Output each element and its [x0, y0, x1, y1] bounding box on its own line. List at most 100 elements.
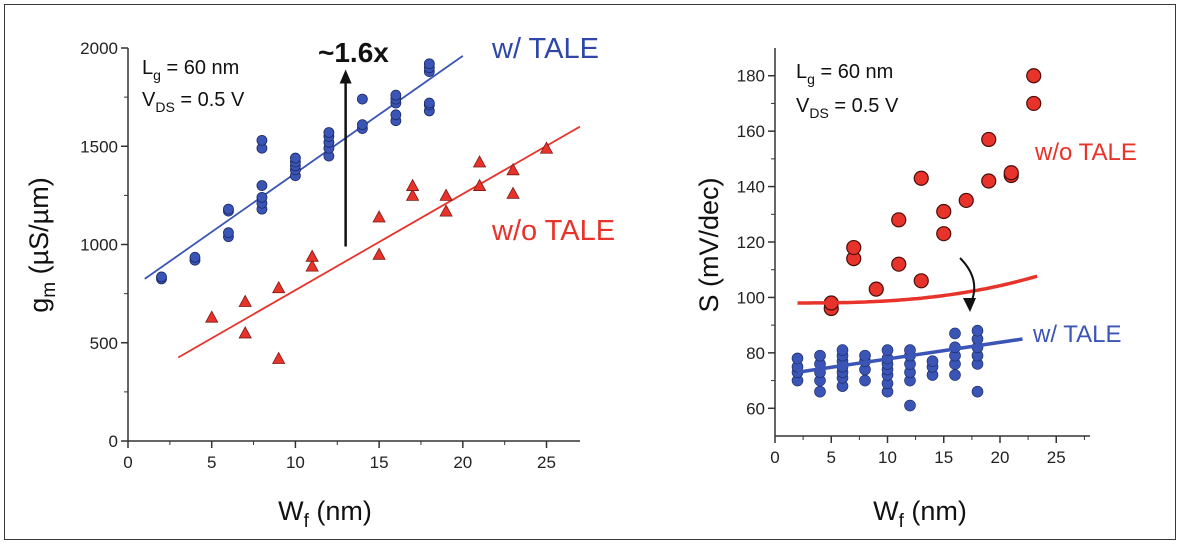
left-y-tick-label: 1000 — [80, 236, 118, 255]
left-point-wo-tale — [305, 259, 319, 272]
left-x-tick-label: 5 — [207, 453, 216, 472]
left-axes: 0 5 10 15 20 25 0 500 1000 1500 2000 — [80, 39, 580, 472]
right-point-wo-tale — [936, 226, 952, 242]
right-legend-w-tale: w/ TALE — [1032, 321, 1121, 348]
right-x-tick-label: 20 — [991, 448, 1010, 467]
improvement-label: ~1.6x — [318, 37, 389, 68]
right-point-wo-tale — [868, 281, 884, 297]
left-y-tick-label: 1500 — [80, 137, 118, 156]
left-point-w-tale — [390, 89, 402, 101]
right-axes: 0 5 10 15 20 25 60 80 100 120 140 160 180 — [737, 48, 1090, 467]
left-point-w-tale — [223, 227, 234, 239]
right-point-w-tale — [971, 385, 984, 398]
left-fit-line-w-tale — [144, 55, 464, 280]
left-point-w-tale — [256, 180, 268, 191]
left-chart: 0 5 10 15 20 25 0 500 1000 1500 2000 ~1.6x w/ TALE… — [24, 33, 615, 532]
right-y-tick-label: 80 — [746, 344, 765, 363]
left-vds-annotation: VDS = 0.5 V — [142, 89, 245, 115]
right-point-wo-tale — [913, 170, 929, 186]
figure-frame — [4, 4, 1176, 540]
trend-arrow-head — [963, 298, 976, 312]
right-point-wo-tale — [891, 256, 907, 272]
left-point-w-tale — [390, 109, 402, 121]
right-point-w-tale — [881, 344, 894, 356]
right-point-w-tale — [814, 349, 826, 362]
right-point-w-tale — [859, 349, 871, 362]
right-point-w-tale — [791, 352, 804, 365]
right-data-points — [791, 68, 1042, 412]
left-point-wo-tale — [238, 326, 252, 339]
right-x-tick-label: 5 — [827, 448, 836, 467]
left-point-wo-tale — [506, 186, 520, 199]
left-point-w-tale — [290, 152, 301, 164]
left-y-tick-label: 0 — [109, 432, 118, 451]
right-point-wo-tale — [936, 203, 952, 220]
left-point-w-tale — [256, 191, 268, 203]
right-chart: 0 5 10 15 20 25 60 80 100 120 140 160 180 w/o TALE w… — [694, 48, 1137, 532]
right-fit-line-w-tale — [797, 337, 1023, 374]
right-x-tick-label: 15 — [934, 448, 953, 467]
right-lg-annotation: Lg = 60 nm — [796, 61, 893, 87]
left-point-wo-tale — [271, 280, 286, 294]
right-point-w-tale — [814, 385, 826, 398]
trend-arrow-line — [959, 257, 976, 306]
left-point-w-tale — [256, 134, 268, 146]
left-x-tick-label: 10 — [286, 453, 305, 472]
right-point-wo-tale — [1026, 68, 1042, 84]
right-point-w-tale — [949, 369, 961, 381]
right-y-tick-label: 160 — [737, 122, 765, 141]
left-legend-wo-tale: w/o TALE — [491, 215, 615, 247]
right-point-w-tale — [836, 344, 849, 356]
left-x-tick-label: 15 — [370, 453, 389, 472]
right-point-wo-tale — [913, 273, 929, 289]
right-point-w-tale — [904, 399, 916, 412]
left-point-wo-tale — [205, 310, 219, 323]
left-x-tick-label: 25 — [537, 453, 556, 472]
right-x-axis-title: Wf (nm) — [873, 496, 967, 532]
right-fit-curve-wo-tale — [797, 274, 1038, 305]
left-point-wo-tale — [372, 210, 386, 223]
right-point-wo-tale — [981, 131, 997, 148]
right-point-wo-tale — [958, 192, 974, 209]
right-vds-annotation: VDS = 0.5 V — [796, 95, 899, 121]
left-point-w-tale — [423, 58, 435, 70]
left-point-w-tale — [189, 251, 201, 263]
right-point-w-tale — [971, 324, 984, 337]
right-point-wo-tale — [1026, 95, 1042, 112]
left-point-w-tale — [356, 93, 368, 105]
right-x-tick-label: 0 — [770, 448, 779, 467]
right-y-tick-label: 100 — [737, 288, 765, 307]
improvement-arrow-head — [339, 69, 352, 84]
right-point-wo-tale — [981, 173, 997, 189]
left-point-wo-tale — [372, 247, 386, 260]
left-point-wo-tale — [439, 188, 453, 201]
left-legend-w-tale: w/ TALE — [491, 33, 599, 65]
right-x-tick-label: 10 — [878, 448, 897, 467]
right-legend-wo-tale: w/o TALE — [1034, 139, 1137, 166]
left-point-w-tale — [323, 127, 335, 138]
right-point-wo-tale — [1003, 165, 1019, 181]
left-point-w-tale — [356, 119, 368, 131]
left-point-wo-tale — [305, 249, 319, 262]
left-point-wo-tale — [439, 204, 453, 217]
right-point-w-tale — [949, 327, 961, 340]
left-x-axis-title: Wf (nm) — [278, 496, 372, 532]
right-y-axis-title: S (mV/dec) — [694, 177, 724, 312]
left-y-axis-title: gm (µS/µm) — [24, 177, 60, 312]
left-point-wo-tale — [238, 294, 252, 307]
left-point-wo-tale — [271, 351, 286, 364]
left-lg-annotation: Lg = 60 nm — [142, 57, 239, 83]
right-point-w-tale — [859, 374, 871, 387]
right-fit-lines — [797, 274, 1038, 374]
left-point-w-tale — [156, 271, 167, 283]
left-y-tick-label: 2000 — [80, 39, 118, 58]
left-data-points — [156, 58, 554, 364]
left-point-wo-tale — [472, 155, 487, 168]
left-y-tick-label: 500 — [90, 334, 118, 353]
left-point-wo-tale — [506, 162, 520, 176]
left-point-wo-tale — [539, 141, 554, 154]
right-x-tick-label: 25 — [1047, 448, 1066, 467]
left-point-w-tale — [223, 203, 234, 215]
right-y-tick-label: 120 — [737, 233, 765, 252]
